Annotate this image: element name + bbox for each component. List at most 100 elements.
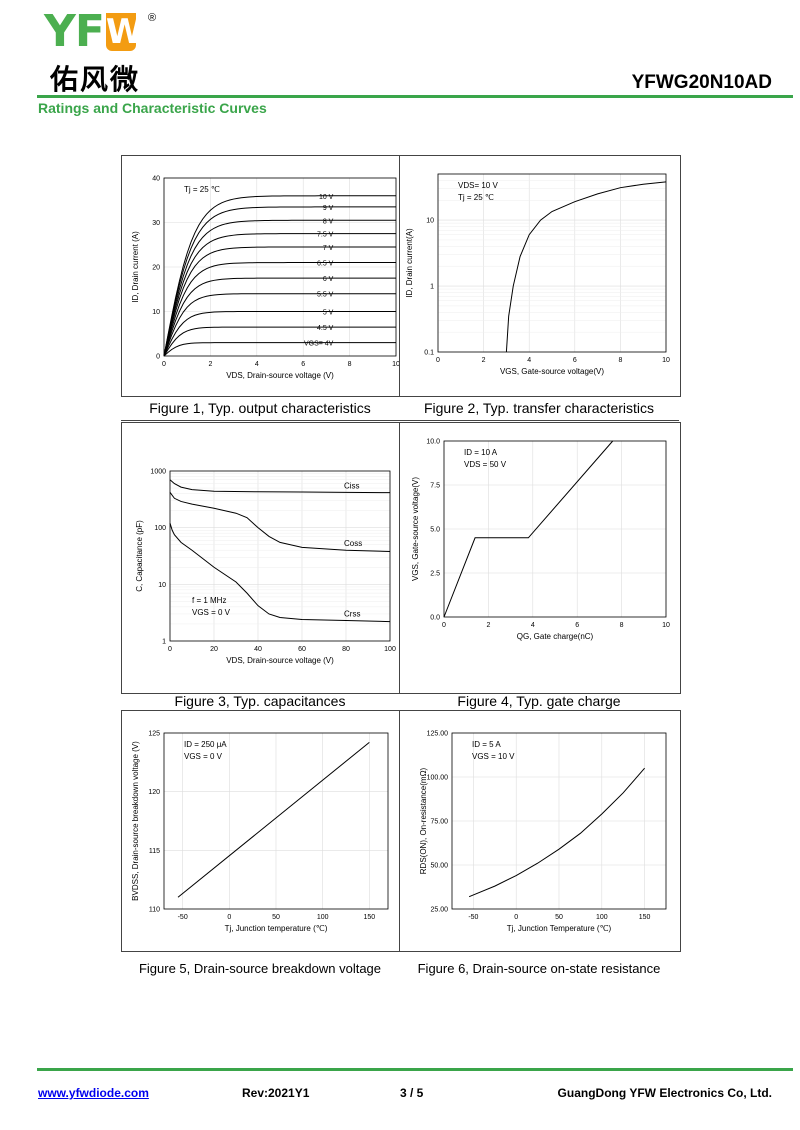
x-axis-label: Tj, Junction Temperature (℃) bbox=[507, 924, 612, 933]
logo: YFW bbox=[44, 10, 143, 54]
x-tick-label: 10 bbox=[662, 622, 670, 629]
series-line bbox=[163, 246, 396, 357]
series-label: 5.5 V bbox=[317, 292, 334, 299]
series-label: 6 V bbox=[323, 276, 334, 283]
y-tick-label: 100 bbox=[154, 525, 166, 532]
y-tick-label: 10 bbox=[152, 309, 160, 316]
y-tick-label: 20 bbox=[152, 265, 160, 272]
plot-frame bbox=[163, 732, 389, 910]
x-tick-label: 2 bbox=[482, 357, 486, 364]
series-line bbox=[468, 767, 645, 898]
y-tick-label: 10 bbox=[158, 582, 166, 589]
chart-fig6: -50 0 50 100 150 25.00 50.00 75.00 100.00 125.00 T… bbox=[419, 731, 667, 933]
series-label: 5 V bbox=[323, 310, 334, 317]
registered-mark: ® bbox=[148, 12, 157, 24]
series-line bbox=[443, 440, 614, 618]
x-tick-label: 0 bbox=[442, 622, 446, 629]
y-tick-label: 115 bbox=[149, 848, 160, 855]
y-axis-label: ID, Drain current(A) bbox=[405, 228, 414, 298]
y-axis-label: ID, Drain current (A) bbox=[131, 231, 140, 303]
x-tick-label: 20 bbox=[210, 646, 218, 653]
x-tick-label: 0 bbox=[162, 361, 166, 368]
x-tick-label: 4 bbox=[527, 357, 531, 364]
y-tick-label: 0.0 bbox=[430, 615, 440, 622]
y-tick-label: 125 bbox=[148, 731, 160, 738]
series-line bbox=[163, 206, 397, 357]
x-tick-label: 2 bbox=[208, 361, 212, 368]
x-tick-label: 6 bbox=[301, 361, 305, 368]
logo-text: YF bbox=[44, 6, 105, 57]
website-link[interactable]: www.yfwdiode.com bbox=[38, 1086, 149, 1100]
caption-fig4: Figure 4, Typ. gate charge bbox=[457, 693, 621, 709]
caption-fig5: Figure 5, Drain-source breakdown voltage bbox=[138, 961, 382, 976]
footer-divider bbox=[37, 1068, 793, 1071]
series-line bbox=[163, 311, 396, 357]
plot-frame bbox=[169, 470, 391, 642]
y-tick-label: 1 bbox=[430, 284, 434, 291]
series-line bbox=[169, 479, 391, 494]
annotation: f = 1 MHz bbox=[192, 596, 226, 605]
annotation: Tj = 25 ℃ bbox=[458, 193, 494, 202]
caption-fig1: Figure 1, Typ. output characteristics bbox=[149, 400, 371, 416]
chart-panel-fig1: 0 2 4 6 8 10 0 10 20 30 40 VDS, Drain-source voltag… bbox=[121, 155, 401, 397]
section-title: Ratings and Characteristic Curves bbox=[38, 100, 267, 116]
x-axis-label: VDS, Drain-source voltage (V) bbox=[226, 371, 334, 380]
annotation: VGS = 10 V bbox=[472, 752, 515, 761]
annotation: Tj = 25 ℃ bbox=[184, 185, 220, 194]
logo-u-mark: W bbox=[105, 12, 143, 52]
chart-fig4: 0 2 4 6 8 10 0.0 2.5 5.0 7.5 10.0 QG, Gate charge(n… bbox=[411, 439, 670, 642]
y-tick-label: 100.00 bbox=[427, 775, 449, 782]
x-axis-label: VDS, Drain-source voltage (V) bbox=[226, 656, 334, 665]
series-label: 9 V bbox=[323, 205, 334, 212]
series-line bbox=[163, 342, 396, 357]
annotation: VGS = 0 V bbox=[184, 752, 223, 761]
chart-fig1: 0 2 4 6 8 10 0 10 20 30 40 VDS, Drain-source voltag… bbox=[131, 176, 400, 381]
series-line bbox=[163, 277, 396, 357]
series-label: 8 V bbox=[323, 218, 334, 225]
y-axis-label: BVDSS, Drain-source breakdown voltage (V… bbox=[131, 741, 140, 901]
y-tick-label: 30 bbox=[152, 220, 160, 227]
series-line bbox=[169, 492, 391, 552]
series-line bbox=[177, 741, 370, 898]
x-tick-label: -50 bbox=[178, 914, 188, 921]
y-tick-label: 1 bbox=[162, 639, 166, 646]
annotation: VDS = 50 V bbox=[464, 460, 507, 469]
x-tick-label: 40 bbox=[254, 646, 262, 653]
y-tick-label: 120 bbox=[148, 789, 160, 796]
x-tick-label: 6 bbox=[575, 622, 579, 629]
series-line bbox=[163, 219, 397, 357]
annotation: ID = 5 A bbox=[472, 740, 501, 749]
x-tick-label: 100 bbox=[596, 914, 608, 921]
x-tick-label: 100 bbox=[384, 646, 396, 653]
y-tick-label: 0 bbox=[156, 354, 160, 361]
chart-panel-fig6: -50 0 50 100 150 25.00 50.00 75.00 100.00 125.00 T… bbox=[399, 710, 681, 952]
plot-frame bbox=[163, 177, 397, 357]
chart-panel-fig5: -50 0 50 100 150 110 115 120 125 Tj, Junction tem… bbox=[121, 710, 401, 952]
x-tick-label: 0 bbox=[227, 914, 231, 921]
series-label: 10 V bbox=[319, 194, 334, 201]
series-label: Coss bbox=[344, 539, 362, 548]
y-axis-label: VGS, Gate-source voltage(V) bbox=[411, 477, 420, 581]
x-axis-label: Tj, Junction temperature (℃) bbox=[225, 924, 328, 933]
plot-frame bbox=[451, 732, 667, 910]
x-tick-label: 60 bbox=[298, 646, 306, 653]
x-tick-label: 8 bbox=[348, 361, 352, 368]
y-tick-label: 2.5 bbox=[430, 571, 440, 578]
y-tick-label: 1000 bbox=[150, 469, 166, 476]
series-label: Ciss bbox=[344, 481, 360, 490]
x-tick-label: 50 bbox=[555, 914, 563, 921]
series-label: 7.5 V bbox=[317, 232, 334, 239]
y-tick-label: 40 bbox=[152, 176, 160, 183]
series-line bbox=[163, 262, 396, 357]
series-line bbox=[169, 523, 391, 623]
x-tick-label: 4 bbox=[531, 622, 535, 629]
chart-fig5: -50 0 50 100 150 110 115 120 125 Tj, Junction tem… bbox=[131, 731, 389, 933]
x-axis-label: QG, Gate charge(nC) bbox=[517, 632, 594, 641]
caption-fig2: Figure 2, Typ. transfer characteristics bbox=[423, 400, 655, 416]
revision: Rev:2021Y1 bbox=[242, 1086, 310, 1100]
series-label: 6.5 V bbox=[317, 261, 334, 268]
series-label: VGS= 4V bbox=[304, 341, 334, 348]
caption-fig6: Figure 6, Drain-source on-state resistan… bbox=[417, 961, 661, 976]
series-label: 7 V bbox=[323, 245, 334, 252]
row-divider bbox=[121, 420, 679, 421]
